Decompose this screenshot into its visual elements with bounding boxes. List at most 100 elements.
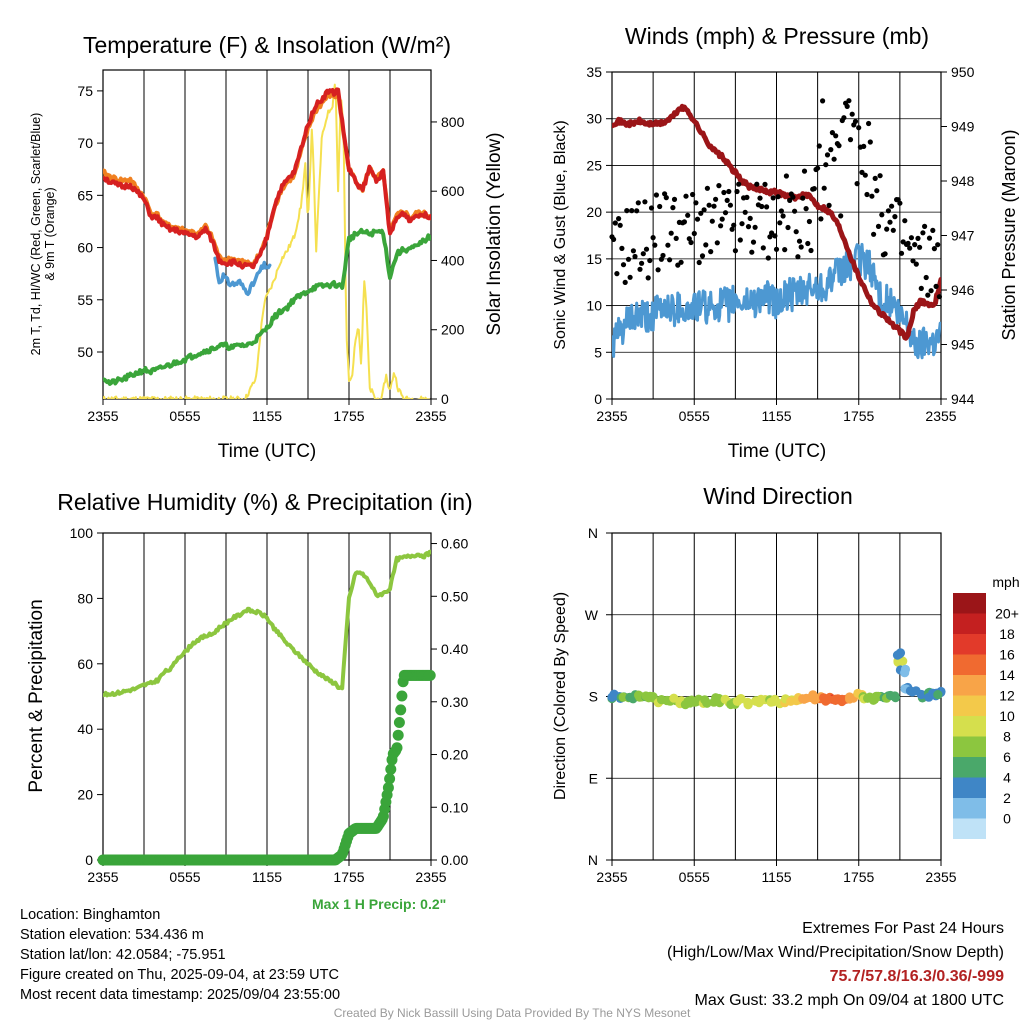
wind-title: Winds (mph) & Pressure (mb)	[625, 23, 929, 49]
gust-point	[847, 137, 854, 143]
gust-point	[759, 203, 765, 210]
gust-point	[706, 202, 712, 208]
rh-y-tick-label: 80	[77, 590, 93, 606]
gust-point	[917, 244, 923, 250]
temp-y-tick-label: 70	[77, 135, 93, 151]
rh-x-tick-label: 1755	[333, 869, 364, 885]
gust-point	[760, 245, 766, 251]
wind-direction-point	[618, 692, 628, 702]
speed-legend-swatch	[953, 613, 986, 634]
temp-ylabel-line2: & 9m T (Orange)	[43, 187, 57, 280]
gust-point	[727, 202, 734, 208]
gust-point	[650, 235, 656, 241]
gust-point	[785, 224, 791, 231]
gust-point	[872, 175, 878, 181]
wind-direction-point	[735, 694, 745, 704]
gust-point	[935, 242, 941, 248]
gust-point	[877, 173, 883, 179]
wind-y2-tick-label: 944	[951, 391, 975, 407]
gust-point	[765, 255, 771, 261]
gust-point	[770, 195, 776, 201]
temp-xlabel: Time (UTC)	[218, 441, 317, 462]
rh-x-tick-label: 2355	[87, 869, 118, 885]
gust-point	[721, 189, 727, 196]
gust-point	[663, 195, 669, 201]
dir-x-tick-label: 1155	[761, 869, 791, 885]
gust-point	[844, 103, 850, 109]
wind-direction-point	[916, 689, 927, 700]
wind-x-tick-label: 1755	[843, 408, 874, 424]
gust-point	[818, 216, 824, 222]
gust-point	[688, 239, 694, 246]
recent-data-text: Most recent data timestamp: 2025/09/04 2…	[20, 987, 341, 1003]
gust-point	[670, 205, 676, 211]
wind-y2-tick-label: 950	[951, 64, 975, 80]
temp-y-tick-label: 65	[77, 187, 93, 203]
speed-legend-label: 0	[1003, 811, 1011, 827]
temp-x-tick-label: 1755	[333, 408, 364, 424]
gust-point	[823, 162, 829, 168]
gust-point	[815, 165, 821, 171]
gust-point	[732, 248, 739, 254]
gust-point	[885, 208, 892, 214]
rh-x-tick-label: 1155	[252, 869, 282, 885]
gust-point	[703, 242, 709, 248]
rh-y2-tick-label: 0.60	[441, 536, 468, 552]
wind-y2-tick-label: 945	[951, 337, 975, 353]
temp-y2-tick-label: 800	[441, 114, 465, 130]
gust-point	[875, 223, 882, 229]
gust-point	[928, 288, 934, 294]
gust-point	[726, 188, 732, 195]
rh-y-tick-label: 20	[77, 787, 93, 803]
gust-point	[864, 191, 870, 198]
dir-x-tick-label: 2355	[596, 869, 627, 885]
gust-point	[829, 130, 836, 136]
gust-point	[635, 200, 641, 206]
precip-point	[395, 704, 407, 716]
gust-point	[887, 219, 893, 225]
dir-y-tick-label: S	[589, 689, 598, 705]
gust-point	[783, 173, 790, 179]
wind-y-tick-label: 30	[586, 111, 602, 127]
gust-point	[936, 294, 943, 300]
gust-point	[681, 219, 688, 225]
gust-point	[718, 223, 724, 229]
station-info: Location: Binghamton Station elevation: …	[20, 905, 340, 1005]
gust-point	[737, 237, 743, 243]
gust-point	[778, 208, 785, 214]
gust-point	[798, 244, 804, 250]
gust-point	[908, 235, 915, 241]
gust-point	[701, 207, 707, 213]
gust-point	[923, 274, 929, 281]
gust-point	[926, 235, 933, 241]
speed-legend-label: 4	[1003, 770, 1011, 786]
gust-point	[913, 261, 919, 267]
gust-point	[889, 203, 895, 209]
wind-direction-point	[845, 692, 855, 702]
speed-legend-label: 18	[999, 626, 1015, 642]
gust-point	[704, 185, 711, 191]
gust-point	[811, 186, 817, 192]
gust-point	[711, 203, 717, 209]
temp-y2-tick-label: 200	[441, 322, 465, 338]
gust-point	[671, 196, 678, 202]
gust-point	[833, 133, 839, 139]
gust-point	[614, 271, 620, 277]
gust-point	[647, 257, 653, 264]
speed-legend-swatch	[953, 777, 986, 798]
sonic-wind-line	[612, 242, 941, 360]
gust-point	[724, 197, 730, 203]
gust-point	[795, 254, 801, 260]
gust-point	[722, 210, 729, 216]
temp-y2-tick-label: 400	[441, 252, 465, 268]
gust-point	[665, 242, 671, 248]
speed-legend-swatch	[953, 675, 986, 696]
gust-point	[653, 192, 660, 198]
gust-point	[752, 224, 758, 230]
gust-point	[611, 236, 617, 242]
gust-point	[685, 212, 691, 218]
speed-legend-swatch	[953, 634, 986, 655]
gust-point	[898, 250, 905, 256]
speed-legend-swatch	[953, 716, 986, 737]
wind-y2-tick-label: 948	[951, 173, 975, 189]
